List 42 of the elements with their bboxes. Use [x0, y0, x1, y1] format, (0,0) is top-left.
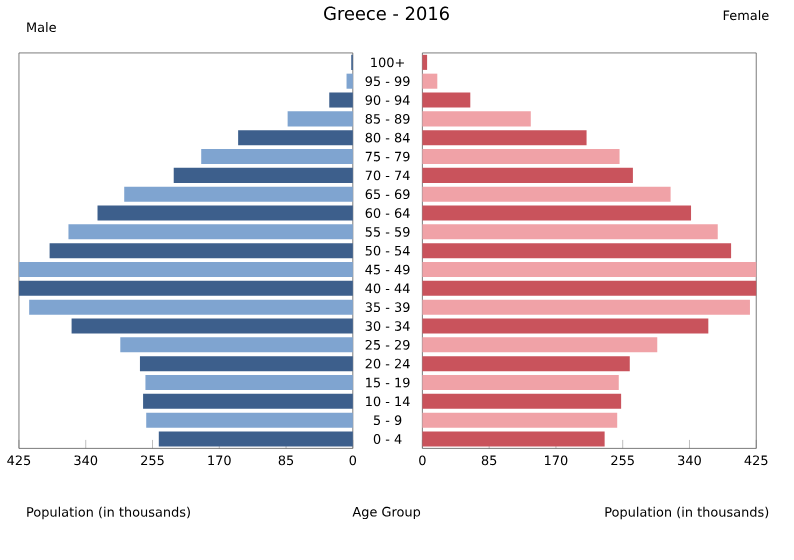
bar	[49, 243, 353, 259]
bar	[201, 149, 353, 165]
bar	[422, 92, 471, 108]
bar	[143, 393, 353, 410]
bar	[422, 111, 531, 127]
bar	[422, 262, 757, 278]
bar	[422, 393, 622, 410]
bar	[422, 149, 620, 165]
bar	[287, 111, 353, 127]
bar	[422, 205, 692, 221]
bar	[422, 337, 658, 353]
bar	[422, 167, 633, 184]
bar	[422, 375, 619, 391]
bar	[422, 356, 630, 372]
bar	[173, 167, 353, 184]
bar	[97, 205, 353, 221]
chart-title: Greece - 2016	[324, 6, 449, 21]
bar	[422, 186, 671, 202]
bar	[422, 431, 605, 447]
bar	[158, 431, 353, 447]
bar	[422, 299, 750, 315]
bar	[422, 130, 587, 146]
bar	[120, 337, 353, 353]
bar	[422, 73, 438, 89]
bar	[139, 356, 353, 372]
bar	[238, 130, 353, 146]
bar	[146, 412, 353, 428]
bar	[422, 412, 618, 428]
bar	[71, 318, 353, 334]
bar	[329, 92, 353, 108]
bar	[145, 375, 353, 391]
bar	[18, 262, 353, 278]
bar	[124, 186, 353, 202]
bar	[422, 243, 732, 259]
bar	[422, 54, 428, 71]
bar	[422, 224, 718, 240]
bar	[422, 280, 757, 297]
bar	[18, 280, 353, 297]
bar	[346, 73, 353, 89]
bar	[29, 299, 353, 315]
bar	[422, 318, 709, 334]
bar	[68, 224, 353, 240]
